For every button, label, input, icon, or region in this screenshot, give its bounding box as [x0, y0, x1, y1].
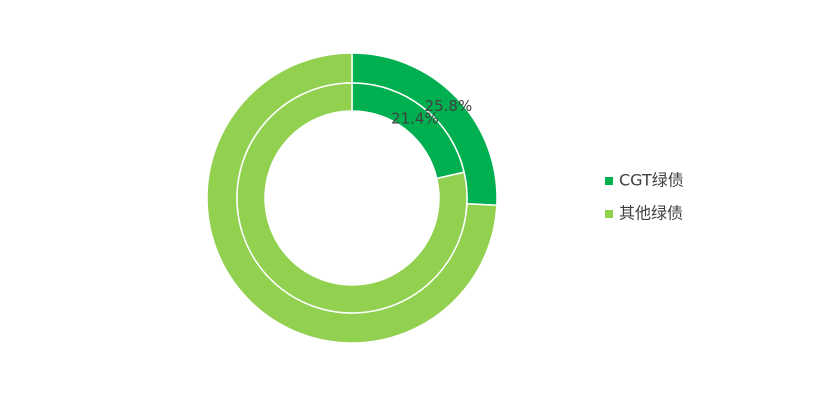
donut-segment	[236, 82, 468, 314]
legend-label: 其他绿债	[619, 204, 683, 223]
legend-label: CGT绿债	[619, 171, 684, 190]
legend-swatch	[605, 177, 613, 185]
legend-swatch	[605, 210, 613, 218]
data-label: 21.4%	[391, 109, 439, 127]
data-label: 25.8%	[425, 97, 473, 115]
